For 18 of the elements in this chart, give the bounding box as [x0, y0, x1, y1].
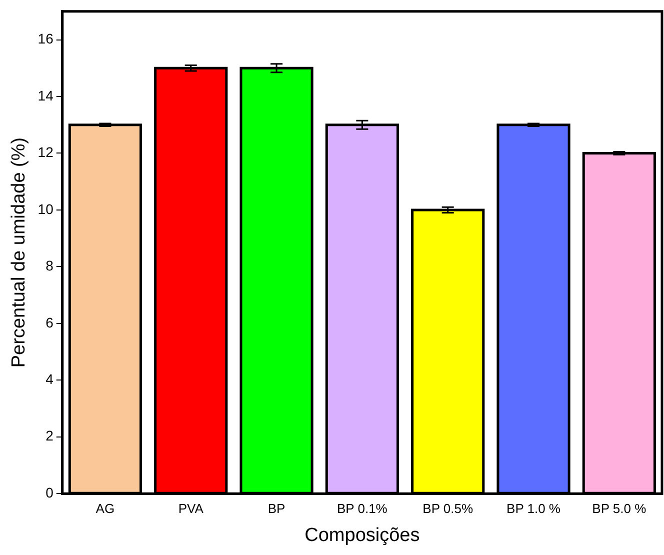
y-tick-label: 10 [38, 200, 54, 217]
x-tick-label: PVA [178, 500, 204, 516]
x-tick-label: AG [96, 500, 115, 516]
x-tick-label: BP 5.0 % [592, 500, 647, 516]
y-tick-label: 14 [38, 87, 54, 104]
y-tick-label: 6 [46, 314, 54, 330]
x-axis-title: Composições [304, 524, 420, 546]
x-tick-label: BP [268, 500, 286, 516]
y-axis-title: Percentual de umidade (%) [8, 137, 30, 368]
y-tick-label: 16 [38, 30, 54, 47]
x-tick-label: BP 0.1% [337, 500, 388, 516]
x-tick-label: BP 0.5% [422, 500, 474, 516]
y-tick-label: 12 [38, 144, 54, 160]
x-tick-label: BP 1.0 % [506, 500, 561, 516]
y-tick-label: 2 [46, 428, 54, 444]
y-tick-label: 4 [46, 371, 54, 387]
y-tick-label: 8 [46, 258, 54, 274]
y-tick-label: 0 [46, 484, 54, 500]
